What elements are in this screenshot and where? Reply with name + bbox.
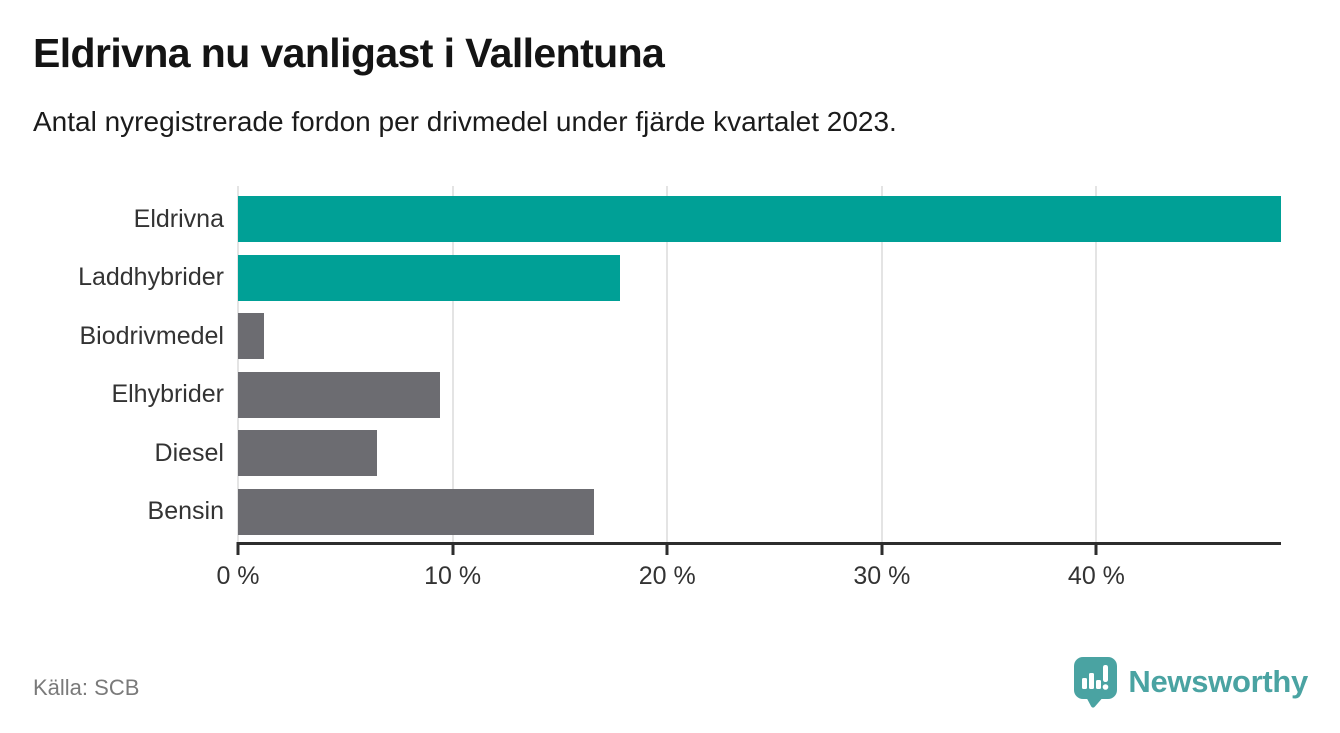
x-tick-label: 20 % [638, 562, 696, 590]
bar-diesel [238, 430, 378, 476]
x-tick-label: 10 % [424, 562, 482, 590]
bar-eldrivna [238, 196, 1281, 242]
newsworthy-logo: Newsworthy [1073, 656, 1308, 708]
newsworthy-pin-barchart-icon [1074, 657, 1118, 708]
x-axis-tick [665, 542, 669, 555]
gridline [1095, 186, 1098, 543]
x-axis-tick [236, 542, 240, 555]
x-axis-tick [1094, 542, 1098, 555]
source-note: Källa: SCB [33, 675, 140, 700]
chart-subtitle: Antal nyregistrerade fordon per drivmede… [33, 106, 897, 137]
x-tick-label: 30 % [853, 562, 911, 590]
gridline [237, 186, 239, 543]
gridline [880, 186, 883, 543]
category-label: Eldrivna [133, 204, 224, 233]
chart-title: Eldrivna nu vanligast i Vallentuna [33, 30, 665, 76]
gridline [666, 186, 669, 543]
x-tick-label: 0 % [216, 562, 260, 590]
category-label: Biodrivmedel [79, 321, 224, 350]
bar-biodrivmedel [238, 313, 264, 359]
plot-area: Eldrivna Laddhybrider Biodrivmedel Elhybrid… [78, 186, 1281, 590]
gridline [451, 186, 454, 543]
x-tick-label: 40 % [1067, 562, 1125, 590]
x-axis-tick [880, 542, 884, 555]
category-label: Bensin [147, 497, 224, 525]
bar-elhybrider [238, 371, 440, 418]
x-axis-line [238, 542, 1281, 545]
category-label: Elhybrider [111, 380, 224, 408]
bar-laddhybrider [238, 254, 620, 301]
bar-bensin [238, 488, 595, 535]
x-axis-tick [451, 542, 455, 555]
brand-name: Newsworthy [1128, 664, 1308, 699]
category-label: Diesel [154, 438, 224, 467]
category-label: Laddhybrider [78, 263, 224, 291]
